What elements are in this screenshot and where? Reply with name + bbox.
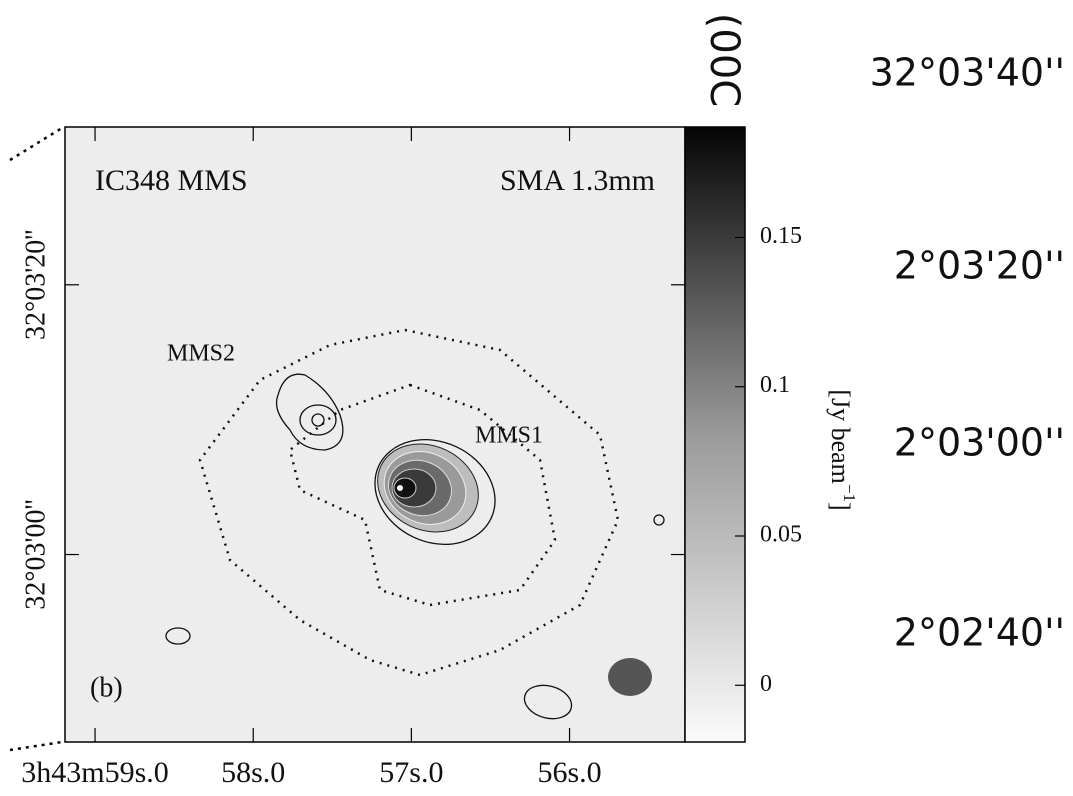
zoom-lines (9, 126, 63, 752)
colorbar-tick-label: 0.05 (760, 522, 802, 548)
colorbar-label-part: [Jy beam (826, 389, 855, 484)
colorbar-label: [Jy beam−1] (826, 389, 859, 510)
colorbar-tick-label: 0.15 (760, 223, 802, 249)
cropped-label: 2°03'00'' (894, 421, 1065, 465)
contours (165, 373, 665, 720)
x-tick-label: 56s.0 (537, 756, 601, 789)
annotation: SMA 1.3mm (500, 164, 655, 197)
y-tick-label: 32°03'20'' (20, 230, 51, 340)
cropped-label: 32°03'40'' (870, 51, 1065, 95)
colorbar-label-part: ] (826, 502, 855, 511)
annotation: MMS2 (167, 341, 235, 367)
x-tick-label: 3h43m59s.0 (21, 756, 169, 789)
colorbar-label-part: −1 (840, 484, 859, 502)
map-background (65, 127, 685, 742)
dotted-contours (198, 328, 620, 677)
cropped-label: 2°03'20'' (894, 244, 1065, 288)
mms1-core (377, 443, 479, 533)
cropped-label: (00C (701, 13, 747, 107)
x-tick-label: 57s.0 (379, 756, 443, 789)
annotation: MMS1 (475, 423, 543, 449)
panel-label: (b) (90, 672, 123, 703)
colorbar-tick-label: 0 (760, 671, 772, 697)
y-tick-label: 32°03'00'' (20, 499, 51, 609)
beam (608, 658, 652, 696)
annotation: IC348 MMS (95, 164, 248, 197)
colorbar-tick-label: 0.1 (760, 372, 790, 398)
x-tick-label: 58s.0 (221, 756, 285, 789)
cropped-label: 2°02'40'' (894, 611, 1065, 655)
colorbar (684, 126, 746, 743)
